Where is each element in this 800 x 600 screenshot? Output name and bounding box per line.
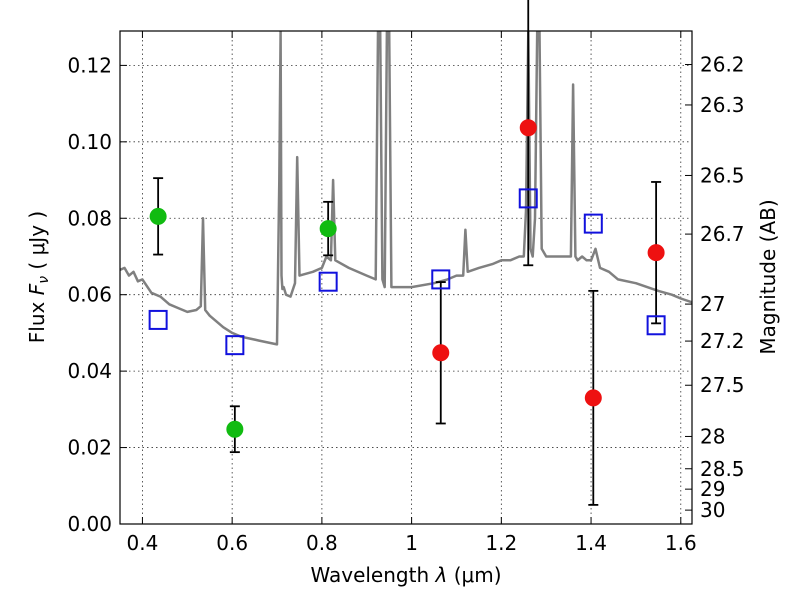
model-point (583, 213, 603, 234)
model-point (646, 315, 666, 336)
model-point (148, 309, 168, 330)
x-tick-label: 1.2 (485, 531, 517, 555)
data-point (319, 220, 337, 238)
mag-tick-label: 27.5 (700, 373, 745, 397)
x-tick-label: 0.4 (127, 531, 159, 555)
mag-tick-label: 26.7 (700, 222, 745, 246)
x-tick-label: 1.6 (665, 531, 697, 555)
data-point (432, 344, 450, 362)
data-points (148, 0, 666, 506)
mag-tick-label: 26.2 (700, 53, 745, 77)
y-tick-label: 0.04 (67, 359, 112, 383)
y-axis-title: Flux Fν ( μJy ) (25, 211, 52, 343)
mag-tick-label: 26.5 (700, 163, 745, 187)
y-tick-label: 0.00 (67, 512, 112, 536)
y-tick-label: 0.06 (67, 283, 112, 307)
mag-tick-label: 26.3 (700, 93, 745, 117)
mag-tick-label: 28 (700, 424, 725, 448)
mag-tick-label: 28.5 (700, 457, 745, 481)
model-point (225, 335, 245, 356)
model-point (431, 269, 451, 290)
x-tick-label: 1.4 (575, 531, 607, 555)
y2-axis-title: Magnitude (AB) (756, 199, 780, 354)
model-spectrum (120, 31, 692, 346)
y-tick-label: 0.02 (67, 436, 112, 460)
plot-frame (119, 30, 693, 525)
data-point (584, 389, 602, 407)
x-tick-label: 1 (405, 531, 418, 555)
y-tick-label: 0.12 (67, 53, 112, 77)
axis-ticks: 0.4 0.6 0.8 1 1.2 1.4 1.6 0.00 0.02 0.04 0.06 0.08 0… (67, 31, 745, 555)
spectrum-line (120, 31, 692, 346)
data-point (647, 244, 665, 262)
mag-tick-label: 30 (700, 498, 725, 522)
grid-lines (120, 31, 692, 525)
model-point (318, 271, 338, 292)
y-tick-label: 0.10 (67, 130, 112, 154)
mag-tick-label: 27.2 (700, 329, 745, 353)
mag-tick-label: 29 (700, 477, 725, 501)
data-point (149, 207, 167, 225)
model-point (518, 188, 538, 209)
data-point (519, 119, 537, 137)
x-axis-title: Wavelength λ (μm) (310, 563, 501, 587)
data-point (226, 420, 244, 438)
y-tick-label: 0.08 (67, 206, 112, 230)
mag-tick-label: 27 (700, 292, 725, 316)
x-tick-label: 0.6 (216, 531, 248, 555)
x-tick-label: 0.8 (306, 531, 338, 555)
